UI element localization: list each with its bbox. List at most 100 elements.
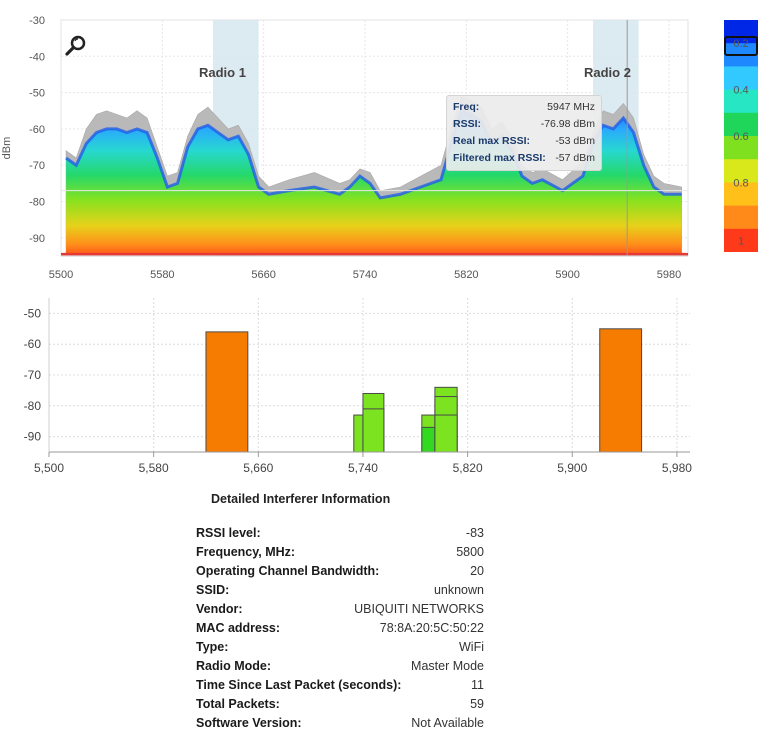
- detail-row-type: Type: WiFi: [196, 638, 484, 657]
- tooltip-freq-row: Freq: 5947 MHz: [453, 99, 595, 116]
- details-table: RSSI level: -83 Frequency, MHz: 5800 Opera…: [196, 524, 484, 733]
- detail-row-software: Software Version: Not Available: [196, 714, 484, 733]
- legend-swatch: [724, 182, 758, 207]
- x-tick-label: 5,900: [557, 461, 587, 475]
- tooltip-rssi-label: RSSI:: [453, 118, 482, 130]
- y-tick-label: -40: [29, 51, 45, 63]
- y-tick-label: -60: [29, 124, 45, 136]
- detail-row-frequency: Frequency, MHz: 5800: [196, 543, 484, 562]
- detail-value: -83: [465, 526, 484, 540]
- legend-swatch: [724, 159, 758, 183]
- interferer-bar: [362, 408, 385, 453]
- y-tick-label: -80: [24, 399, 42, 413]
- spectrum-data: [61, 20, 688, 256]
- tooltip-realmax-row: Real max RSSI: -53 dBm: [453, 133, 595, 150]
- detail-row-radio-mode: Radio Mode: Master Mode: [196, 657, 484, 676]
- x-tick-label: 5980: [657, 269, 681, 281]
- y-tick-label: -60: [24, 337, 42, 351]
- y-tick-label: -70: [29, 160, 45, 172]
- x-tick-label: 5580: [150, 269, 174, 281]
- legend-swatch: [724, 66, 758, 91]
- y-tick-label: -90: [24, 430, 42, 444]
- tooltip: Freq: 5947 MHz RSSI: -76.98 dBm Real max R…: [446, 95, 602, 171]
- details-title: Detailed Interferer Information: [211, 492, 391, 506]
- tooltip-realmax-value: -53 dBm: [555, 135, 595, 147]
- x-tick-label: 5500: [49, 269, 73, 281]
- interferer-axes: -50 -60 -70 -80 -90 5,500 5,580 5,660 5,740 5,820…: [24, 298, 692, 475]
- legend-swatch: [724, 228, 758, 252]
- legend-label: 0.2: [733, 38, 748, 50]
- detail-label: Type:: [196, 640, 229, 654]
- detail-label: Frequency, MHz:: [196, 545, 296, 559]
- detail-value: Master Mode: [411, 659, 484, 673]
- tooltip-freq-value: 5947 MHz: [547, 101, 595, 113]
- magnifier-icon[interactable]: [64, 34, 90, 58]
- detail-value: unknown: [433, 583, 484, 597]
- interferer-bar: [599, 328, 643, 453]
- interferer-bar: [353, 414, 364, 453]
- x-tick-label: 5,980: [662, 461, 692, 475]
- detail-value: WiFi: [459, 640, 484, 654]
- y-tick-label: -80: [29, 197, 45, 209]
- x-tick-label: 5820: [454, 269, 478, 281]
- radio-2-label: Radio 2: [584, 65, 631, 80]
- y-tick-label: -70: [24, 368, 42, 382]
- y-tick-label: -50: [29, 88, 45, 100]
- detail-label: Software Version:: [196, 716, 302, 730]
- interferer-chart: -50 -60 -70 -80 -90 5,500 5,580 5,660 5,740 5,820…: [24, 298, 692, 475]
- legend-swatch: [724, 89, 758, 114]
- y-tick-label: -30: [29, 15, 45, 27]
- tooltip-rssi-row: RSSI: -76.98 dBm: [453, 116, 595, 133]
- y-axis-label: dBm: [1, 137, 13, 160]
- tooltip-freq-label: Freq:: [453, 101, 480, 113]
- x-tick-label: 5,660: [243, 461, 273, 475]
- interferer-bars: [205, 328, 643, 453]
- legend-range-handle[interactable]: [724, 36, 758, 56]
- detail-label: MAC address:: [196, 621, 281, 635]
- tooltip-filtmax-value: -57 dBm: [555, 152, 595, 164]
- x-tick-label: 5,740: [348, 461, 378, 475]
- tooltip-filtmax-row: Filtered max RSSI: -57 dBm: [453, 150, 595, 167]
- detail-value: UBIQUITI NETWORKS: [354, 602, 484, 616]
- detail-row-ssid: SSID: unknown: [196, 581, 484, 600]
- detail-label: SSID:: [196, 583, 230, 597]
- detail-row-time-since: Time Since Last Packet (seconds): 11: [196, 676, 484, 695]
- tooltip-rssi-value: -76.98 dBm: [540, 118, 595, 130]
- detail-row-rssi: RSSI level: -83: [196, 524, 484, 543]
- y-tick-label: -90: [29, 233, 45, 245]
- legend-label: 0.4: [733, 85, 748, 97]
- detail-value: Not Available: [411, 716, 484, 730]
- legend-label: 0.8: [733, 177, 748, 189]
- tooltip-realmax-label: Real max RSSI:: [453, 135, 531, 147]
- spectrum-chart[interactable]: -30 -40 -50 -60 -70 -80 -90 5500 5580 5660 5740 582…: [0, 0, 778, 290]
- detail-value: 59: [470, 697, 484, 711]
- detail-label: Time Since Last Packet (seconds):: [196, 678, 402, 692]
- x-tick-label: 5,580: [139, 461, 169, 475]
- spectrum-axes: -30 -40 -50 -60 -70 -80 -90 5500 5580 5660 5740 582…: [29, 15, 688, 281]
- density-legend: 0.2 0.4 0.6 0.8 1: [724, 20, 758, 252]
- detail-value: 5800: [456, 545, 484, 559]
- x-tick-label: 5740: [353, 269, 377, 281]
- x-tick-label: 5900: [555, 269, 579, 281]
- legend-label: 0.6: [733, 131, 748, 143]
- detail-row-mac: MAC address: 78:8A:20:5C:50:22: [196, 619, 484, 638]
- detail-label: Vendor:: [196, 602, 243, 616]
- tooltip-filtmax-label: Filtered max RSSI:: [453, 152, 546, 164]
- detail-row-bandwidth: Operating Channel Bandwidth: 20: [196, 562, 484, 581]
- interferer-bar: [205, 331, 249, 453]
- legend-label: 1: [738, 235, 744, 247]
- detail-value: 20: [470, 564, 484, 578]
- detail-row-packets: Total Packets: 59: [196, 695, 484, 714]
- detail-label: Operating Channel Bandwidth:: [196, 564, 380, 578]
- y-tick-label: -50: [24, 306, 42, 320]
- x-tick-label: 5660: [251, 269, 275, 281]
- interferer-bar: [434, 414, 458, 453]
- radio-1-label: Radio 1: [199, 65, 246, 80]
- filtered-max-area: [66, 110, 682, 255]
- detail-row-vendor: Vendor: UBIQUITI NETWORKS: [196, 600, 484, 619]
- detail-label: RSSI level:: [196, 526, 261, 540]
- detail-label: Total Packets:: [196, 697, 280, 711]
- x-tick-label: 5,500: [34, 461, 64, 475]
- detail-label: Radio Mode:: [196, 659, 271, 673]
- legend-swatch: [724, 136, 758, 160]
